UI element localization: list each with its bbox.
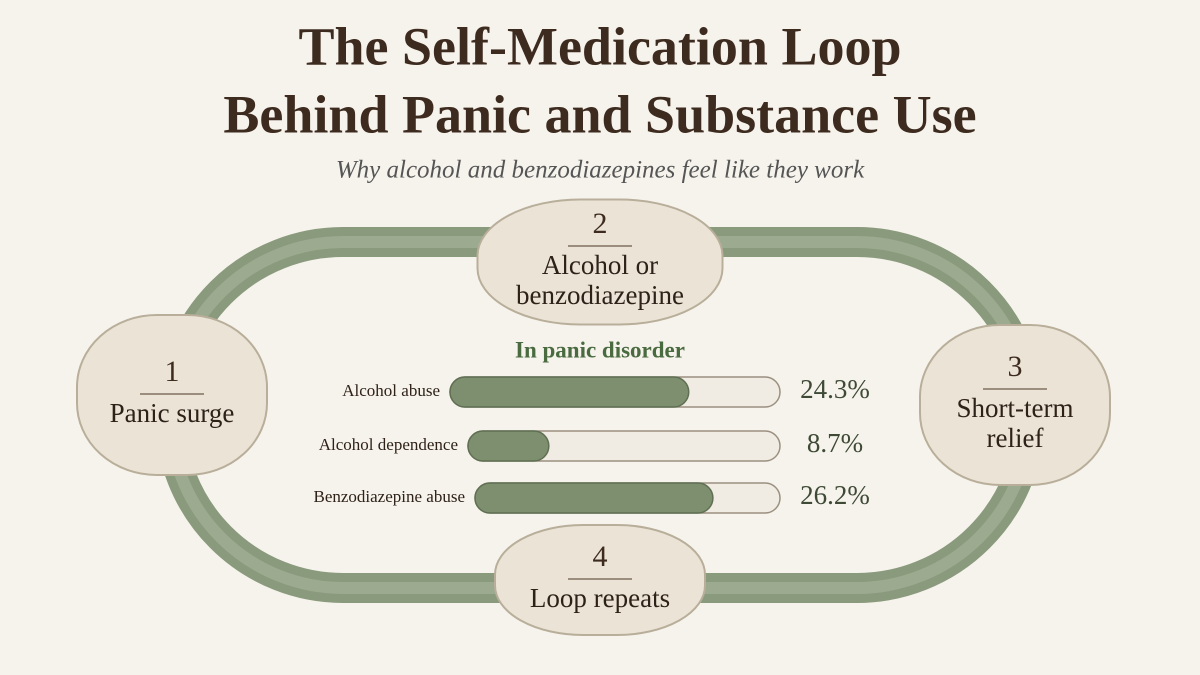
node-shape — [76, 314, 268, 476]
value-label: 26.2% — [800, 480, 870, 510]
node-label: Loop repeats — [530, 583, 670, 613]
node-number: 2 — [593, 207, 608, 240]
category-label: Benzodiazepine abuse — [313, 487, 465, 506]
node-label: Short-term — [957, 393, 1074, 423]
title-line: The Self-Medication Loop — [299, 16, 902, 76]
bar — [467, 430, 550, 462]
bar — [449, 376, 690, 408]
node-number: 4 — [593, 540, 608, 573]
node-shape — [476, 198, 724, 326]
node-number: 3 — [1008, 350, 1023, 383]
value-label: 24.3% — [800, 374, 870, 404]
title-line: Behind Panic and Substance Use — [223, 84, 976, 144]
node-shape — [494, 524, 706, 636]
node-label: relief — [987, 423, 1044, 453]
subtitle: Why alcohol and benzodiazepines feel lik… — [336, 157, 865, 184]
bar — [474, 482, 714, 514]
bar-chart: In panic disorder Alcohol abuse 24.3% Alcoh… — [313, 337, 870, 514]
node-label: Alcohol or — [542, 250, 658, 280]
node-shape — [919, 324, 1111, 486]
value-label: 8.7% — [807, 428, 863, 458]
chart-title: In panic disorder — [515, 337, 685, 362]
node-label: Panic surge — [110, 398, 235, 428]
category-label: Alcohol dependence — [319, 435, 458, 454]
node-label: benzodiazepine — [516, 280, 684, 310]
node-number: 1 — [165, 355, 180, 388]
category-label: Alcohol abuse — [342, 381, 440, 400]
